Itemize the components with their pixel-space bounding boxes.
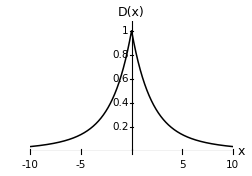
Text: -5: -5 — [75, 160, 86, 170]
Text: 0.4: 0.4 — [112, 98, 128, 108]
Text: D(x): D(x) — [118, 6, 144, 19]
Text: 5: 5 — [178, 160, 185, 170]
Text: 0.6: 0.6 — [112, 74, 128, 84]
Text: 10: 10 — [225, 160, 238, 170]
Text: 0.8: 0.8 — [112, 50, 128, 60]
Text: -10: -10 — [22, 160, 39, 170]
Text: 0.2: 0.2 — [112, 122, 128, 132]
Text: x: x — [237, 145, 244, 158]
Text: 1: 1 — [121, 26, 128, 36]
